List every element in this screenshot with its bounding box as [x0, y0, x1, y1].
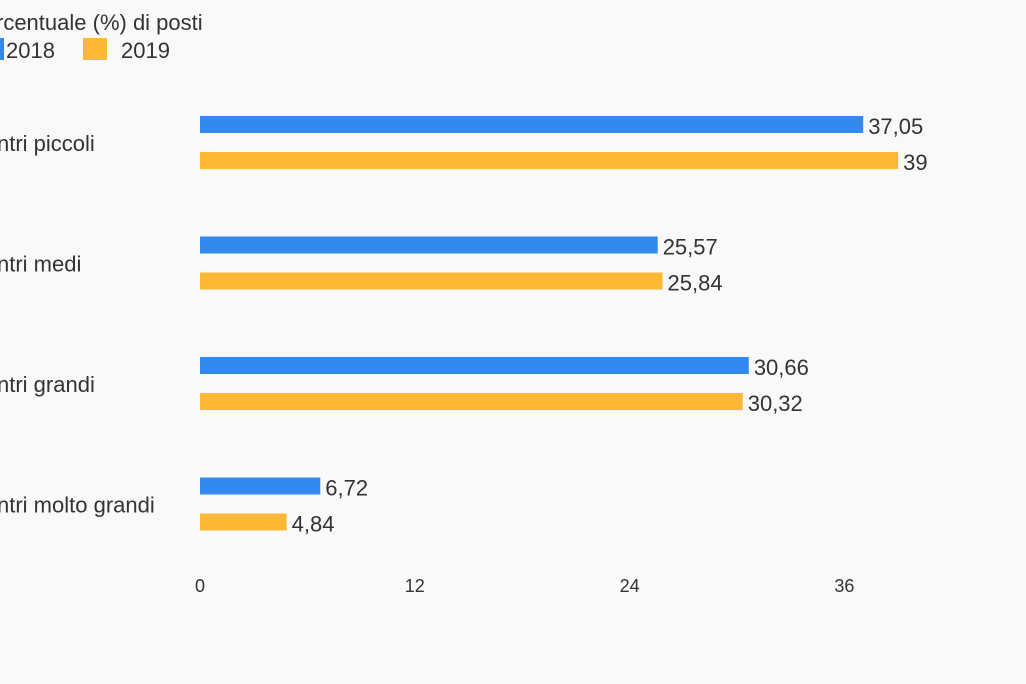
x-tick-label: 0: [195, 576, 205, 596]
bars: [200, 116, 899, 531]
bar-2018: [200, 116, 864, 133]
value-label: 39: [903, 150, 927, 175]
bar-2018: [200, 236, 658, 254]
bar-2019: [200, 152, 899, 169]
legend-swatch-2018: [0, 38, 4, 60]
value-label: 25,84: [668, 271, 723, 296]
value-label: 30,32: [748, 391, 803, 416]
x-tick-label: 36: [834, 576, 854, 596]
value-label: 37,05: [868, 114, 923, 139]
value-label: 25,57: [663, 235, 718, 260]
legend: 2018 2019: [0, 38, 170, 63]
bar-2019: [200, 272, 663, 290]
bar-2019: [200, 393, 743, 410]
category-label: ntri molto grandi: [0, 493, 155, 518]
category-labels: ntri piccoli ntri medi ntri grandi ntri mol…: [0, 131, 155, 518]
category-label: ntri piccoli: [0, 131, 95, 156]
x-axis: 0 12 24 36: [195, 576, 854, 596]
value-labels: 37,05 39 25,57 25,84 30,66 30,32 6,72 4,84: [292, 114, 928, 537]
bar-2018: [200, 357, 749, 374]
chart-title: rcentuale (%) di posti: [0, 10, 203, 35]
category-label: ntri grandi: [0, 372, 95, 397]
bar-2018: [200, 477, 321, 495]
category-label: ntri medi: [0, 252, 81, 277]
value-label: 30,66: [754, 355, 809, 380]
legend-swatch-2019: [83, 38, 107, 60]
x-tick-label: 24: [620, 576, 640, 596]
value-label: 6,72: [325, 476, 368, 501]
x-tick-label: 12: [405, 576, 425, 596]
value-label: 4,84: [292, 512, 335, 537]
legend-label-2018: 2018: [6, 38, 55, 63]
bar-2019: [200, 513, 287, 531]
legend-label-2019: 2019: [121, 38, 170, 63]
